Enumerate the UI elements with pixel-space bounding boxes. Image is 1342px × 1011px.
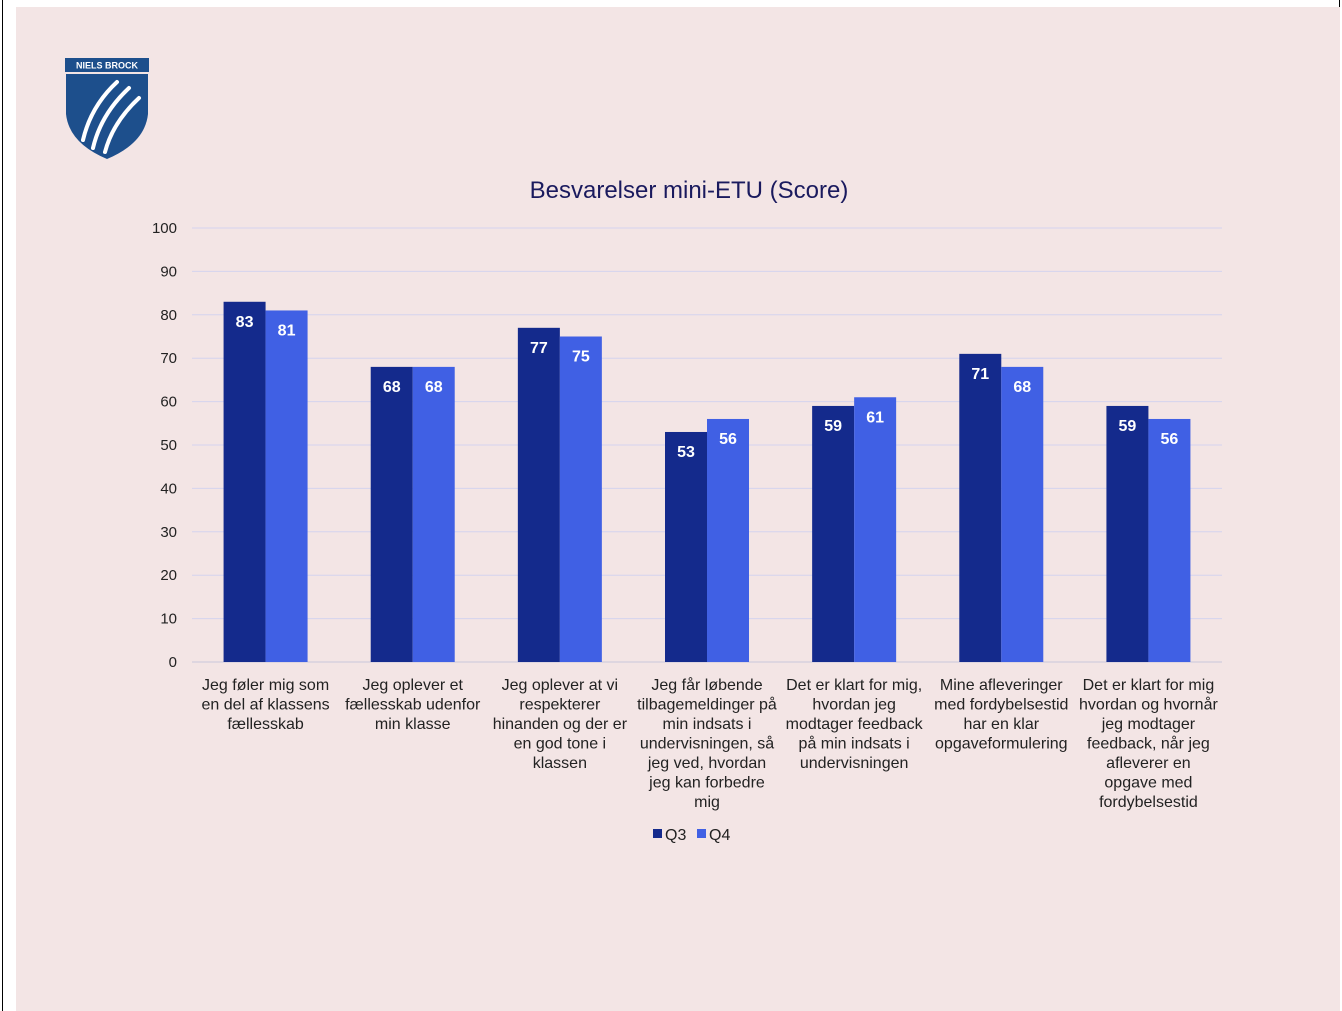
category-label: Jeg føler mig som en del af klassens fælle…	[202, 677, 330, 733]
bar-q4	[265, 310, 308, 662]
category-label-line: Mine afleveringer	[940, 677, 1063, 694]
category-label-line: jeg ved, hvordan	[647, 755, 766, 772]
bar-q4	[707, 418, 749, 662]
bar-value-label: 59	[824, 418, 842, 435]
y-tick-label: 20	[160, 567, 177, 584]
category-label-line: tilbagemeldinger på	[637, 696, 777, 714]
category-label-line: hvordan jeg	[812, 697, 896, 714]
category-label-line: modtager feedback	[786, 716, 924, 733]
y-tick-label: 80	[160, 307, 177, 324]
y-tick-label: 0	[169, 654, 177, 671]
legend-label-q4: Q4	[709, 827, 730, 844]
category-label-line: feedback, når jeg	[1087, 735, 1210, 753]
category-label-line: klassen	[533, 755, 587, 772]
chart-title: Besvarelser mini-ETU (Score)	[530, 177, 849, 204]
category-label-line: på min indsats i	[799, 735, 910, 753]
bar-value-label: 77	[530, 340, 548, 357]
y-tick-label: 70	[160, 350, 177, 367]
category-label-line: opgaveformulering	[935, 736, 1068, 753]
category-label: Det er klart for mig, hvordan jeg modtager…	[786, 677, 924, 772]
bar-q3	[370, 366, 413, 662]
bar-data-labels: 83 81 68 68 77 75 53 56 59 61 71 68 59 56	[236, 314, 1179, 461]
category-label-line: fordybelsestid	[1099, 794, 1198, 811]
category-label-line: undervisningen, så	[640, 735, 774, 753]
category-label-line: opgave med	[1104, 775, 1192, 792]
category-label: Jeg oplever et fællesskab udenfor min klas…	[345, 677, 481, 733]
bar-value-label: 68	[1013, 379, 1031, 396]
category-label: Jeg oplever at vi respekterer hinanden og …	[493, 677, 628, 772]
category-label-line: Jeg får løbende	[651, 676, 762, 694]
category-label-line: Jeg oplever et	[362, 677, 463, 694]
category-label: Jeg får løbende tilbagemeldinger på min in…	[637, 676, 777, 811]
category-label-line: undervisningen	[800, 755, 909, 772]
bar-q4	[1001, 366, 1044, 662]
bars	[223, 301, 1191, 662]
bar-q4	[412, 366, 455, 662]
legend-label-q3: Q3	[665, 827, 686, 844]
category-label-line: Jeg oplever at vi	[502, 677, 619, 694]
category-label: Mine afleveringer med fordybelsestid har e…	[934, 677, 1068, 753]
y-tick-label: 40	[160, 480, 177, 497]
logo-banner	[65, 58, 149, 72]
category-label: Det er klart for mig hvordan og hvornår je…	[1079, 677, 1218, 811]
category-labels: Jeg føler mig som en del af klassens fælle…	[202, 676, 1219, 811]
category-label-line: min klasse	[375, 716, 451, 733]
y-tick-label: 90	[160, 263, 177, 280]
bar-value-label: 59	[1119, 418, 1137, 435]
y-tick-label: 100	[152, 220, 177, 237]
category-label-line: mig	[694, 794, 720, 811]
category-label-line: afleverer en	[1106, 755, 1191, 772]
bar-q4	[854, 397, 897, 662]
bar-value-label: 56	[719, 431, 737, 448]
y-tick-label: 30	[160, 524, 177, 541]
category-label-line: min indsats i	[663, 716, 752, 733]
bar-value-label: 75	[572, 349, 590, 366]
bar-value-label: 68	[425, 379, 443, 396]
legend-swatch-q3	[653, 829, 662, 838]
category-label-line: fællesskab	[227, 716, 304, 733]
category-label-line: jeg modtager	[1101, 716, 1196, 733]
category-label-line: respekterer	[519, 697, 601, 714]
category-label-line: med fordybelsestid	[934, 697, 1068, 714]
category-label-line: hinanden og der er	[493, 716, 628, 733]
category-label-line: en del af klassens	[202, 697, 330, 714]
y-axis-ticks: 0 10 20 30 40 50 60 70 80 90 100	[152, 220, 177, 671]
niels-brock-shield-logo: NIELS BROCK	[65, 58, 149, 159]
category-label-line: hvordan og hvornår	[1079, 696, 1218, 714]
category-label-line: fællesskab udenfor	[345, 697, 481, 714]
category-label-line: jeg kan forbedre	[648, 775, 765, 792]
legend: Q3 Q4	[653, 827, 730, 844]
bar-value-label: 53	[677, 444, 695, 461]
category-label-line: Jeg føler mig som	[202, 677, 329, 694]
bar-q4	[559, 336, 602, 662]
bar-q3	[959, 353, 1002, 662]
bar-value-label: 71	[971, 366, 989, 383]
category-label-line: en god tone i	[514, 736, 607, 753]
logo-text: NIELS BROCK	[76, 61, 139, 71]
category-label-line: har en klar	[963, 716, 1039, 733]
bar-value-label: 68	[383, 379, 401, 396]
bar-q4	[1148, 418, 1191, 662]
bar-value-label: 83	[236, 314, 254, 331]
bar-q3	[665, 431, 707, 662]
y-tick-label: 10	[160, 611, 177, 628]
y-tick-label: 60	[160, 394, 177, 411]
bar-value-label: 56	[1161, 431, 1179, 448]
bar-q3	[1106, 405, 1149, 662]
bar-q3	[812, 405, 855, 662]
y-tick-label: 50	[160, 437, 177, 454]
bar-value-label: 61	[866, 409, 884, 426]
bar-value-label: 81	[278, 322, 296, 339]
category-label-line: Det er klart for mig	[1083, 677, 1215, 694]
bar-q3	[517, 327, 560, 662]
category-label-line: Det er klart for mig,	[786, 677, 922, 694]
bar-q3	[223, 301, 266, 662]
legend-swatch-q4	[697, 829, 706, 838]
